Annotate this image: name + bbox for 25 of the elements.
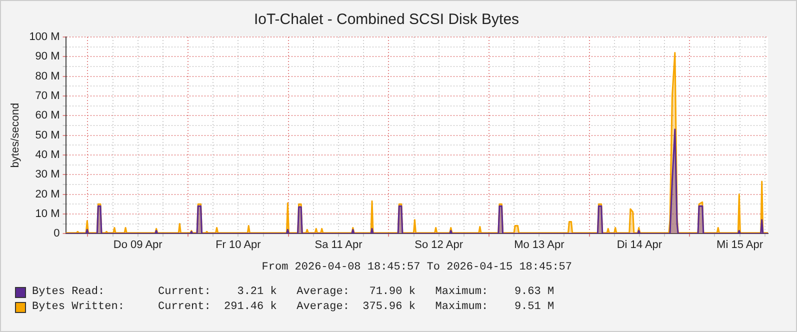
y-tick-label: 0 (54, 228, 60, 240)
x-tick-label: Mi 15 Apr (716, 239, 764, 252)
x-tick-label: Fr 10 Apr (216, 239, 262, 252)
chart-title: IoT-Chalet - Combined SCSI Disk Bytes (254, 11, 520, 28)
y-tick-label: 30 M (35, 168, 60, 181)
y-tick-label: 70 M (35, 90, 60, 102)
text: Current: 291.46 k Average: 375.96 k Maximum: 9.51 M (158, 300, 554, 315)
y-axis-title: bytes/second (10, 102, 22, 168)
x-tick-label: Do 09 Apr (113, 239, 163, 252)
x-tick-label: So 12 Apr (414, 239, 464, 252)
y-tick-label: 90 M (35, 50, 60, 63)
text: Current: 3.21 k Average: 71.90 k Maximum: 9.63 M (158, 285, 554, 300)
legend-label: Bytes Written: (32, 300, 126, 315)
x-tick-label: Di 14 Apr (616, 239, 662, 252)
y-tick-label: 10 M (35, 208, 60, 220)
x-axis-title: From 2026-04-08 18:45:57 To 2026-04-15 18:45:57 (262, 261, 572, 274)
y-tick-label: 100 M (29, 31, 60, 44)
x-tick-label: Sa 11 Apr (314, 239, 363, 252)
y-tick-label: 50 M (35, 129, 60, 142)
x-tick-label: Mo 13 Apr (514, 239, 565, 252)
y-tick-label: 60 M (35, 110, 60, 122)
y-tick-label: 40 M (35, 148, 60, 161)
legend-label: Bytes Read: (32, 285, 106, 300)
y-tick-label: 20 M (35, 188, 60, 200)
y-tick-label: 80 M (35, 70, 60, 82)
